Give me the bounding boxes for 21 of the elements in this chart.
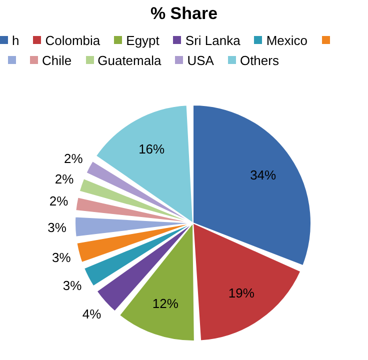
legend-label: h xyxy=(12,32,20,48)
data-label: 3% xyxy=(62,278,82,294)
data-label: 2% xyxy=(49,193,69,208)
legend-label: Colombia xyxy=(45,32,100,48)
legend-label: Mexico xyxy=(266,32,308,48)
legend-label: USA xyxy=(187,52,214,68)
data-label: 3% xyxy=(48,220,67,235)
data-label: 12% xyxy=(152,296,179,311)
data-label: 19% xyxy=(228,285,255,300)
legend-label: Sri Lanka xyxy=(185,32,240,48)
data-label: 2% xyxy=(54,172,74,187)
data-label: 2% xyxy=(64,150,84,166)
legend-label: Chile xyxy=(42,52,72,68)
data-label: 4% xyxy=(82,306,102,322)
chart-title: % Share xyxy=(149,4,219,24)
data-label: 3% xyxy=(52,250,72,265)
legend-label: Guatemala xyxy=(98,52,162,68)
data-label: 34% xyxy=(250,167,277,182)
legend-label: Others xyxy=(240,52,279,68)
legend-label: Egypt xyxy=(126,32,160,48)
data-label: 16% xyxy=(138,141,166,156)
